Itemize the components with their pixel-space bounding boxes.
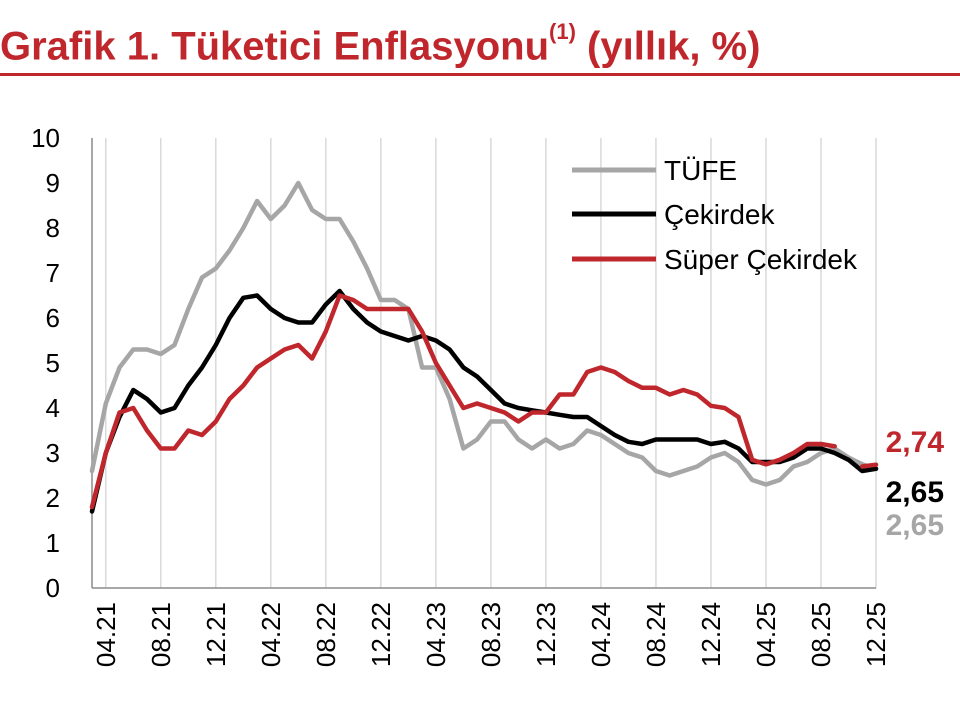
x-tick-label: 04.22 (256, 602, 286, 667)
axes: 0 1 2 3 4 5 6 7 8 9 10 04.21 08.21 12.21 04.22 08.22 12.… (31, 123, 891, 667)
chart-title: Grafik 1. Tüketici Enflasyonu(1) (yıllık… (0, 10, 960, 69)
y-tick-label: 2 (46, 483, 60, 513)
x-tick-label: 12.23 (531, 602, 561, 667)
y-tick-label: 10 (31, 123, 60, 153)
y-tick-label: 1 (46, 528, 60, 558)
title-divider (0, 73, 960, 76)
legend-label-2: Süper Çekirdek (664, 244, 858, 275)
x-tick-label: 08.23 (476, 602, 506, 667)
y-tick-label: 9 (46, 168, 60, 198)
legend-label-1: Çekirdek (664, 199, 775, 230)
y-tick-label: 5 (46, 348, 60, 378)
y-tick-label: 4 (46, 393, 60, 423)
x-tick-label: 12.22 (366, 602, 396, 667)
x-tick-label: 08.24 (641, 602, 671, 667)
x-tick-label: 08.25 (806, 602, 836, 667)
y-tick-label: 7 (46, 258, 60, 288)
x-tick-label: 12.25 (861, 602, 891, 667)
chart-title-main: Grafik 1. Tüketici Enflasyonu (0, 24, 550, 69)
legend: TÜFE Çekirdek Süper Çekirdek (572, 155, 858, 275)
end-label-1: 2,65 (886, 476, 944, 509)
y-tick-label: 6 (46, 303, 60, 333)
y-tick-label: 8 (46, 213, 60, 243)
series-line-2 (89, 293, 879, 510)
end-label-0: 2,74 (886, 426, 945, 459)
y-tick-label: 0 (46, 573, 60, 603)
legend-label-0: TÜFE (664, 155, 737, 186)
series-lines (89, 180, 879, 514)
series-line-1 (89, 288, 879, 514)
x-tick-label: 08.22 (311, 602, 341, 667)
end-label-2: 2,65 (886, 509, 944, 542)
x-tick-label: 04.25 (751, 602, 781, 667)
x-tick-label: 04.21 (91, 602, 121, 667)
x-tick-label: 12.21 (201, 602, 231, 667)
grid-lines (105, 138, 877, 588)
y-tick-label: 3 (46, 438, 60, 468)
series-line-0 (89, 180, 879, 487)
chart-title-suffix: (yıllık, %) (575, 24, 761, 69)
chart-title-footnote: (1) (549, 19, 576, 44)
x-tick-label: 04.23 (421, 602, 451, 667)
end-value-labels: 2,74 2,652,65 (886, 426, 945, 542)
x-tick-label: 04.24 (586, 602, 616, 667)
x-tick-label: 12.24 (696, 602, 726, 667)
x-tick-label: 08.21 (146, 602, 176, 667)
